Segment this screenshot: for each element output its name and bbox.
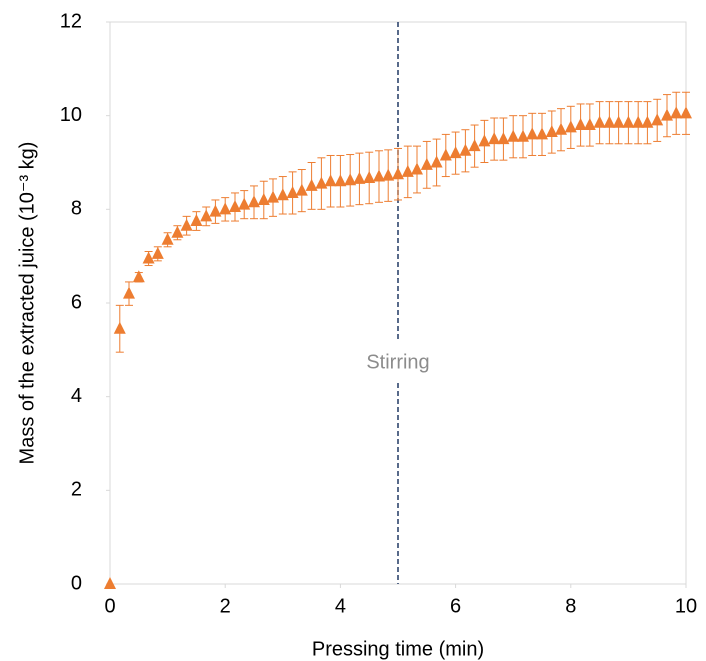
marker <box>286 185 299 198</box>
marker <box>334 174 347 187</box>
marker <box>680 106 692 119</box>
marker <box>113 321 126 334</box>
y-axis-label: Mass of the extracted juice (10⁻³ kg) <box>16 142 38 465</box>
marker <box>488 132 501 145</box>
marker <box>612 115 625 128</box>
marker <box>363 170 376 183</box>
marker <box>171 225 184 238</box>
marker <box>315 176 328 189</box>
marker <box>670 106 683 119</box>
marker <box>372 169 385 182</box>
marker <box>564 120 577 133</box>
marker <box>305 178 318 191</box>
marker <box>497 132 510 145</box>
marker <box>545 125 558 138</box>
marker <box>344 173 357 186</box>
x-tick-label: 8 <box>565 595 576 617</box>
y-tick-label: 12 <box>60 10 82 32</box>
marker <box>295 183 308 196</box>
marker <box>392 167 404 180</box>
marker <box>161 232 174 245</box>
marker <box>526 127 539 140</box>
marker <box>430 155 443 168</box>
marker <box>151 246 164 259</box>
marker <box>142 251 155 264</box>
marker <box>276 188 289 201</box>
marker <box>603 115 616 128</box>
marker <box>123 286 136 299</box>
x-tick-label: 0 <box>104 595 115 617</box>
y-tick-label: 10 <box>60 104 82 126</box>
marker <box>593 115 606 128</box>
marker <box>555 122 568 135</box>
marker <box>180 218 193 231</box>
marker <box>574 118 587 131</box>
marker <box>324 174 337 187</box>
marker <box>238 197 251 210</box>
marker <box>411 162 424 175</box>
marker <box>507 129 520 142</box>
y-tick-label: 2 <box>71 479 82 501</box>
marker <box>651 113 664 126</box>
marker <box>257 192 270 205</box>
marker <box>478 134 491 147</box>
marker <box>132 270 145 283</box>
x-axis-label: Pressing time (min) <box>312 638 484 660</box>
x-tick-label: 6 <box>450 595 461 617</box>
marker <box>401 164 414 177</box>
x-tick-label: 10 <box>675 595 697 617</box>
marker <box>459 143 472 156</box>
marker <box>382 168 395 181</box>
marker <box>660 108 673 121</box>
marker <box>353 171 366 184</box>
marker <box>200 209 213 222</box>
marker <box>228 199 241 212</box>
marker <box>439 148 452 161</box>
marker <box>583 118 596 131</box>
y-tick-label: 0 <box>71 572 82 594</box>
marker <box>248 195 260 208</box>
marker <box>632 115 645 128</box>
marker <box>641 115 654 128</box>
marker <box>468 139 481 152</box>
x-tick-label: 2 <box>220 595 231 617</box>
marker <box>449 146 462 159</box>
marker <box>536 127 548 140</box>
marker <box>267 190 280 203</box>
y-tick-label: 4 <box>71 385 82 407</box>
annotation: Stirring <box>366 351 429 373</box>
marker <box>190 214 203 227</box>
y-tick-label: 8 <box>71 198 82 220</box>
marker <box>420 157 433 170</box>
marker <box>622 115 635 128</box>
x-tick-label: 4 <box>335 595 346 617</box>
marker <box>219 202 232 215</box>
y-tick-label: 6 <box>71 291 82 313</box>
marker <box>209 204 222 217</box>
marker <box>104 577 116 589</box>
marker <box>516 129 529 142</box>
